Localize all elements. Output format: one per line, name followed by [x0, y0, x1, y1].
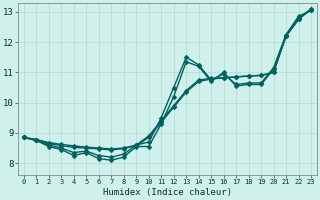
X-axis label: Humidex (Indice chaleur): Humidex (Indice chaleur): [103, 188, 232, 197]
